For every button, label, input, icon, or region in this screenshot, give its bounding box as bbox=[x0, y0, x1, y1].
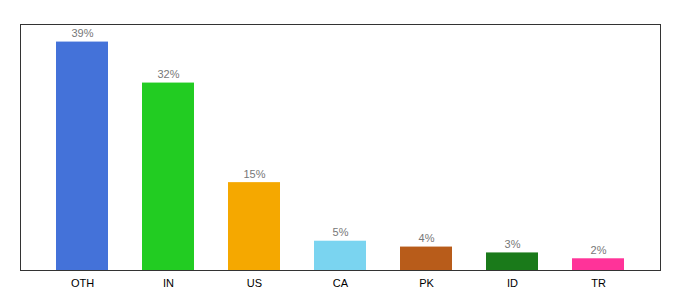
svg-text:32%: 32% bbox=[157, 68, 179, 80]
svg-text:IN: IN bbox=[163, 277, 174, 289]
svg-text:3%: 3% bbox=[505, 238, 521, 250]
svg-text:ID: ID bbox=[507, 277, 518, 289]
svg-text:4%: 4% bbox=[419, 232, 435, 244]
svg-text:OTH: OTH bbox=[71, 277, 94, 289]
svg-text:39%: 39% bbox=[71, 27, 93, 39]
svg-text:PK: PK bbox=[419, 277, 434, 289]
svg-text:15%: 15% bbox=[243, 168, 265, 180]
svg-text:US: US bbox=[247, 277, 262, 289]
svg-text:2%: 2% bbox=[591, 244, 607, 256]
svg-text:CA: CA bbox=[333, 277, 349, 289]
svg-text:5%: 5% bbox=[333, 226, 349, 238]
svg-text:TR: TR bbox=[591, 277, 606, 289]
